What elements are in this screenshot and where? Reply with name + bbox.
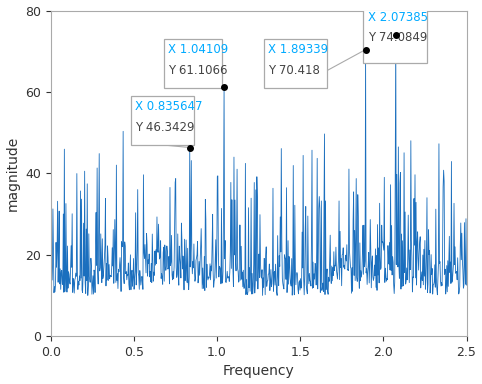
Text: X 2.07385: X 2.07385 bbox=[368, 11, 428, 24]
Text: Y 70.418: Y 70.418 bbox=[268, 64, 320, 77]
Text: X 1.89339: X 1.89339 bbox=[268, 43, 328, 56]
Text: X 0.835647: X 0.835647 bbox=[135, 100, 202, 113]
FancyBboxPatch shape bbox=[363, 7, 427, 63]
Text: X 1.04109: X 1.04109 bbox=[168, 43, 228, 56]
Text: Y 61.1066: Y 61.1066 bbox=[168, 64, 228, 77]
FancyBboxPatch shape bbox=[164, 39, 222, 88]
Y-axis label: magnitude: magnitude bbox=[6, 136, 20, 211]
Text: Y 46.3429: Y 46.3429 bbox=[135, 121, 194, 134]
Text: Y 74.0849: Y 74.0849 bbox=[368, 31, 427, 44]
X-axis label: Frequency: Frequency bbox=[223, 364, 295, 379]
FancyBboxPatch shape bbox=[131, 96, 194, 145]
FancyBboxPatch shape bbox=[264, 39, 327, 88]
